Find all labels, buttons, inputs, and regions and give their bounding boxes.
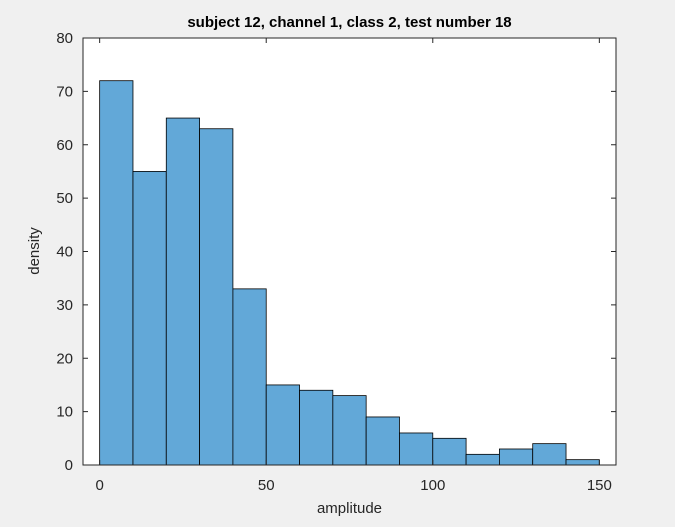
y-tick-label: 0 [65,457,73,474]
histogram-bar [365,416,400,466]
histogram-bar [99,80,134,466]
y-tick-label: 80 [56,30,73,47]
histogram-bar [132,171,167,466]
axes-box [82,37,617,466]
x-tick-label: 0 [95,477,103,494]
histogram-bar [165,117,200,466]
x-tick-label: 50 [258,477,275,494]
x-tick-label: 150 [587,477,612,494]
histogram-bar [499,448,534,466]
histogram-bar [232,288,267,466]
x-tick-label: 100 [420,477,445,494]
histogram-bar [265,384,300,466]
y-tick-label: 50 [56,190,73,207]
y-tick-label: 60 [56,137,73,154]
histogram-bar [565,459,600,466]
y-tick-label: 20 [56,350,73,367]
y-tick-label: 70 [56,83,73,100]
x-axis-label: amplitude [317,500,382,517]
histogram-bar [532,443,567,466]
histogram-bar [332,395,367,466]
y-tick-label: 40 [56,244,73,261]
y-tick-label: 10 [56,404,73,421]
bars-group [99,80,600,466]
histogram-bar [432,437,467,466]
histogram-bar [199,128,234,466]
histogram-bar [465,453,500,466]
ticks-group: 0 10 20 30 40 50 60 70 80 0 50 100 150 [56,30,616,494]
histogram-bar [299,389,334,466]
y-axis-label: density [26,227,43,275]
y-tick-label: 30 [56,297,73,314]
histogram-bar [399,432,434,466]
chart-title: subject 12, channel 1, class 2, test num… [187,14,511,31]
